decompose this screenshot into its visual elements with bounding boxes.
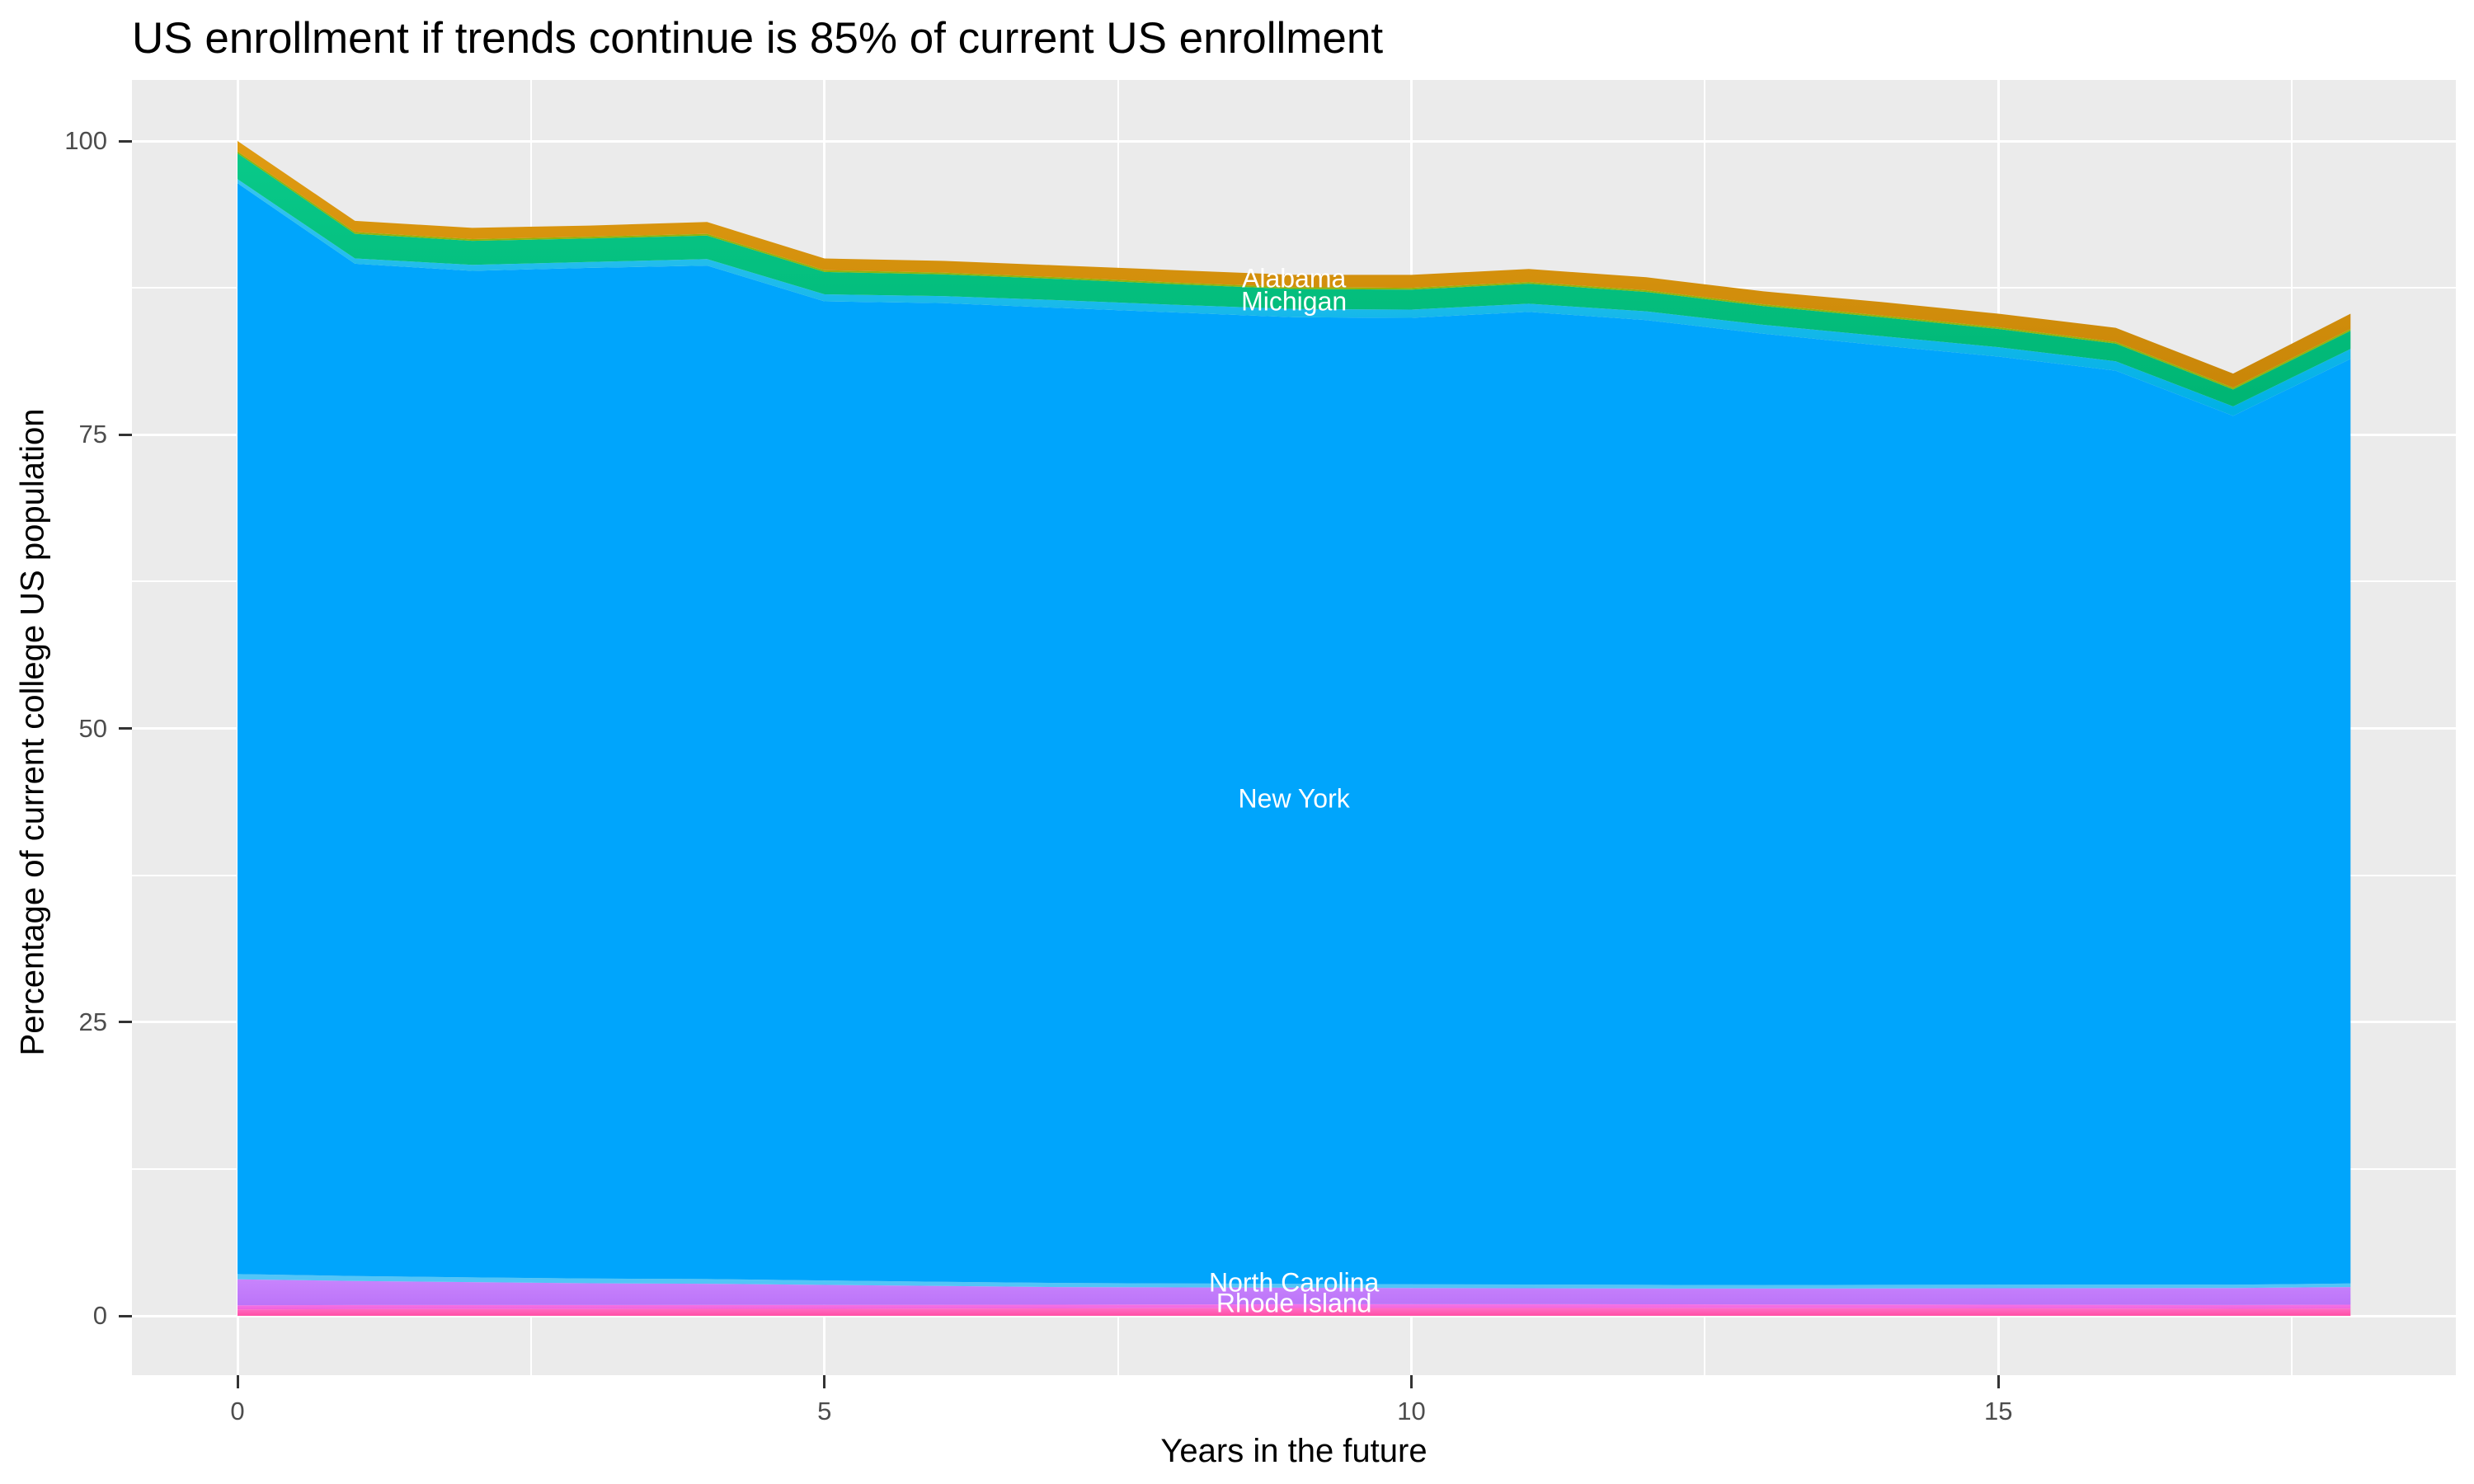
x-tick-label: 0: [230, 1397, 245, 1425]
y-tick-label: 100: [64, 126, 107, 155]
state-label-michigan: Michigan: [1241, 286, 1348, 317]
x-tick-mark: [1997, 1375, 2000, 1388]
state-label-north-carolina: North Carolina: [1208, 1267, 1380, 1298]
y-tick-label: 25: [78, 1007, 107, 1036]
y-tick-mark: [119, 139, 132, 143]
area-new-york: [238, 183, 2351, 1285]
area-rhode-island: [238, 1308, 2351, 1316]
area-unlabeled-states-magenta-band: [238, 1303, 2351, 1310]
x-tick-mark: [823, 1375, 826, 1388]
y-tick-mark: [119, 1314, 132, 1317]
plot-title: US enrollment if trends continue is 85% …: [132, 14, 1384, 63]
y-tick-label: 0: [92, 1301, 107, 1330]
area-north-carolina: [238, 1279, 2351, 1306]
y-tick-mark: [119, 1021, 132, 1024]
x-tick-label: 15: [1984, 1397, 2013, 1425]
area-unlabeled-states-light-blue-band: [238, 1274, 2351, 1289]
x-tick-label: 10: [1397, 1397, 1426, 1425]
y-tick-label: 50: [78, 713, 107, 743]
stacked-area-chart: [238, 141, 2351, 1316]
y-tick-label: 75: [78, 420, 107, 449]
y-tick-mark: [119, 727, 132, 730]
state-label-new-york: New York: [1238, 783, 1350, 814]
x-tick-mark: [236, 1375, 239, 1388]
plot-panel: Alabama Michigan New York North Carolina Rho…: [132, 80, 2456, 1375]
state-label-alabama: Alabama: [1241, 263, 1347, 294]
x-axis-title: Years in the future: [1160, 1433, 1427, 1469]
y-tick-mark: [119, 433, 132, 436]
y-major-gridline: [132, 139, 2456, 143]
y-axis-title: Percentage of current college US populat…: [14, 408, 51, 1056]
x-tick-label: 5: [817, 1397, 832, 1425]
state-label-rhode-island: Rhode Island: [1216, 1288, 1372, 1318]
x-tick-mark: [1410, 1375, 1413, 1388]
